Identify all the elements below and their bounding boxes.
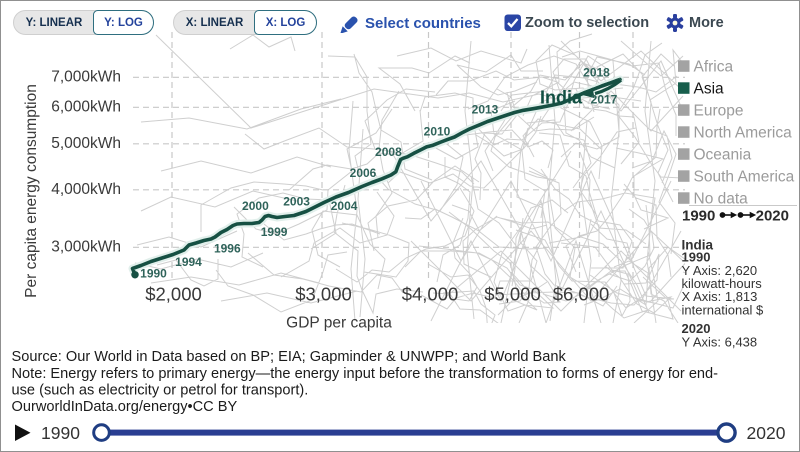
svg-text:2008: 2008 bbox=[375, 145, 402, 159]
svg-text:Europe: Europe bbox=[694, 102, 744, 119]
svg-text:use (such as electricity or pe: use (such as electricity or petrol for t… bbox=[12, 383, 309, 399]
svg-text:Oceania: Oceania bbox=[694, 146, 752, 163]
svg-text:Y Axis: 6,438: Y Axis: 6,438 bbox=[682, 335, 758, 350]
svg-text:1990: 1990 bbox=[682, 208, 715, 225]
svg-text:$3,000: $3,000 bbox=[295, 284, 352, 305]
svg-text:1990: 1990 bbox=[682, 250, 711, 265]
svg-text:2003: 2003 bbox=[283, 194, 310, 208]
svg-text:international $: international $ bbox=[682, 302, 764, 317]
svg-text:2010: 2010 bbox=[424, 125, 451, 139]
svg-text:1996: 1996 bbox=[214, 241, 241, 255]
svg-text:1990: 1990 bbox=[41, 423, 80, 443]
svg-text:India: India bbox=[540, 88, 583, 108]
svg-text:2020: 2020 bbox=[747, 423, 786, 443]
svg-text:kilowatt-hours: kilowatt-hours bbox=[682, 276, 763, 291]
svg-text:Source: Our World in Data base: Source: Our World in Data based on BP; E… bbox=[12, 349, 567, 365]
svg-text:4,000kWh: 4,000kWh bbox=[51, 181, 121, 198]
svg-text:2000: 2000 bbox=[242, 199, 269, 213]
svg-text:$4,000: $4,000 bbox=[402, 284, 459, 305]
svg-text:5,000kWh: 5,000kWh bbox=[51, 135, 121, 152]
svg-text:2020: 2020 bbox=[682, 321, 711, 336]
svg-text:1994: 1994 bbox=[175, 255, 202, 269]
svg-text:7,000kWh: 7,000kWh bbox=[51, 69, 121, 86]
svg-text:OurworldInData.org/energy•CC B: OurworldInData.org/energy•CC BY bbox=[12, 399, 238, 415]
svg-text:Africa: Africa bbox=[694, 58, 734, 75]
svg-text:2013: 2013 bbox=[472, 102, 499, 116]
svg-text:$5,000: $5,000 bbox=[484, 284, 541, 305]
svg-text:Asia: Asia bbox=[694, 80, 725, 97]
svg-text:North America: North America bbox=[694, 124, 793, 141]
svg-text:No data: No data bbox=[694, 190, 749, 207]
svg-text:$6,000: $6,000 bbox=[553, 284, 610, 305]
svg-text:2018: 2018 bbox=[583, 65, 610, 79]
svg-text:2020: 2020 bbox=[756, 208, 789, 225]
svg-text:Note: Energy refers to primary: Note: Energy refers to primary energy—th… bbox=[12, 366, 719, 382]
svg-text:India: India bbox=[682, 237, 714, 252]
svg-text:Per capita energy consumption: Per capita energy consumption bbox=[23, 84, 40, 298]
svg-text:South America: South America bbox=[694, 168, 795, 185]
svg-text:2004: 2004 bbox=[331, 199, 358, 213]
svg-text:2017: 2017 bbox=[591, 92, 618, 106]
svg-text:1990: 1990 bbox=[140, 267, 167, 281]
svg-text:6,000kWh: 6,000kWh bbox=[51, 99, 121, 116]
svg-text:3,000kWh: 3,000kWh bbox=[51, 239, 121, 256]
svg-text:Y Axis: 2,620: Y Axis: 2,620 bbox=[682, 263, 758, 278]
svg-text:$2,000: $2,000 bbox=[145, 284, 202, 305]
svg-text:GDP per capita: GDP per capita bbox=[286, 315, 392, 332]
svg-text:1999: 1999 bbox=[261, 225, 288, 239]
svg-text:X Axis: 1,813: X Axis: 1,813 bbox=[682, 289, 758, 304]
svg-text:2006: 2006 bbox=[350, 166, 377, 180]
